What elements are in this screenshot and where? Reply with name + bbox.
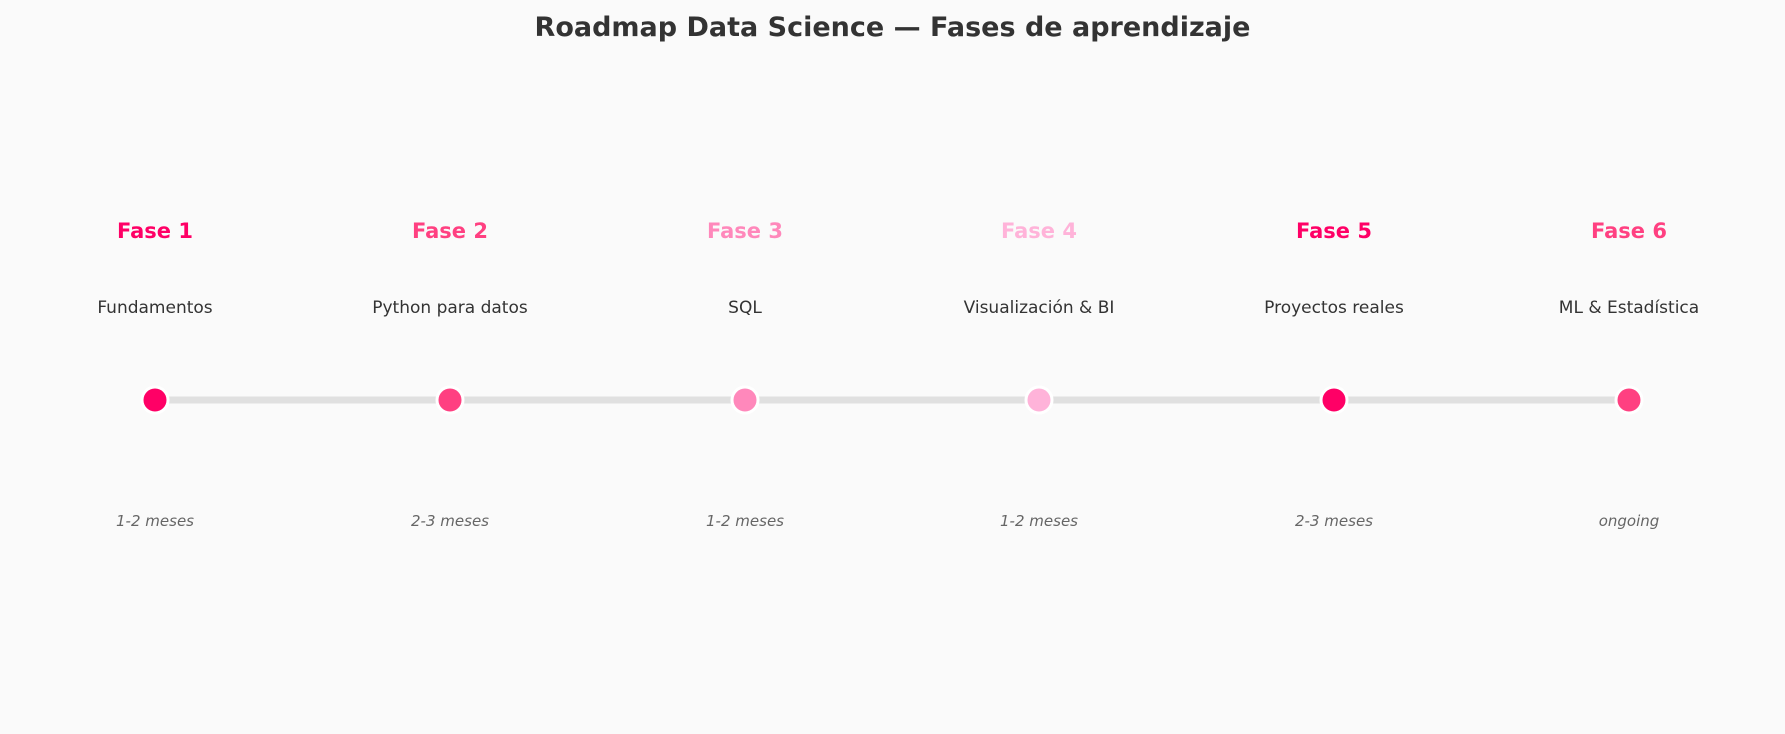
phase-marker xyxy=(140,385,170,415)
phase-label: Fase 2 xyxy=(412,219,488,243)
phase-duration: 2-3 meses xyxy=(1295,512,1373,530)
phase-marker xyxy=(730,385,760,415)
diagram-title: Roadmap Data Science — Fases de aprendiz… xyxy=(534,12,1251,43)
phase-label: Fase 6 xyxy=(1591,219,1667,243)
phase-name: Python para datos xyxy=(372,298,528,318)
phase-duration: 1-2 meses xyxy=(706,512,784,530)
phase-label: Fase 5 xyxy=(1296,219,1372,243)
phase-duration: 1-2 meses xyxy=(116,512,194,530)
phase-duration: 1-2 meses xyxy=(1000,512,1078,530)
phase-name: Proyectos reales xyxy=(1264,298,1404,318)
phase-label: Fase 3 xyxy=(707,219,783,243)
phase-duration: 2-3 meses xyxy=(411,512,489,530)
phase-marker xyxy=(1024,385,1054,415)
phase-name: ML & Estadística xyxy=(1558,298,1700,318)
phase-label: Fase 1 xyxy=(117,219,193,243)
phase-marker xyxy=(1319,385,1349,415)
phase-duration: ongoing xyxy=(1598,512,1660,530)
phase-label: Fase 4 xyxy=(1001,219,1077,243)
phase-name: SQL xyxy=(728,298,762,318)
phase-name: Visualización & BI xyxy=(963,298,1115,318)
phase-marker xyxy=(1614,385,1644,415)
phase-marker xyxy=(435,385,465,415)
phase-name: Fundamentos xyxy=(97,298,213,318)
